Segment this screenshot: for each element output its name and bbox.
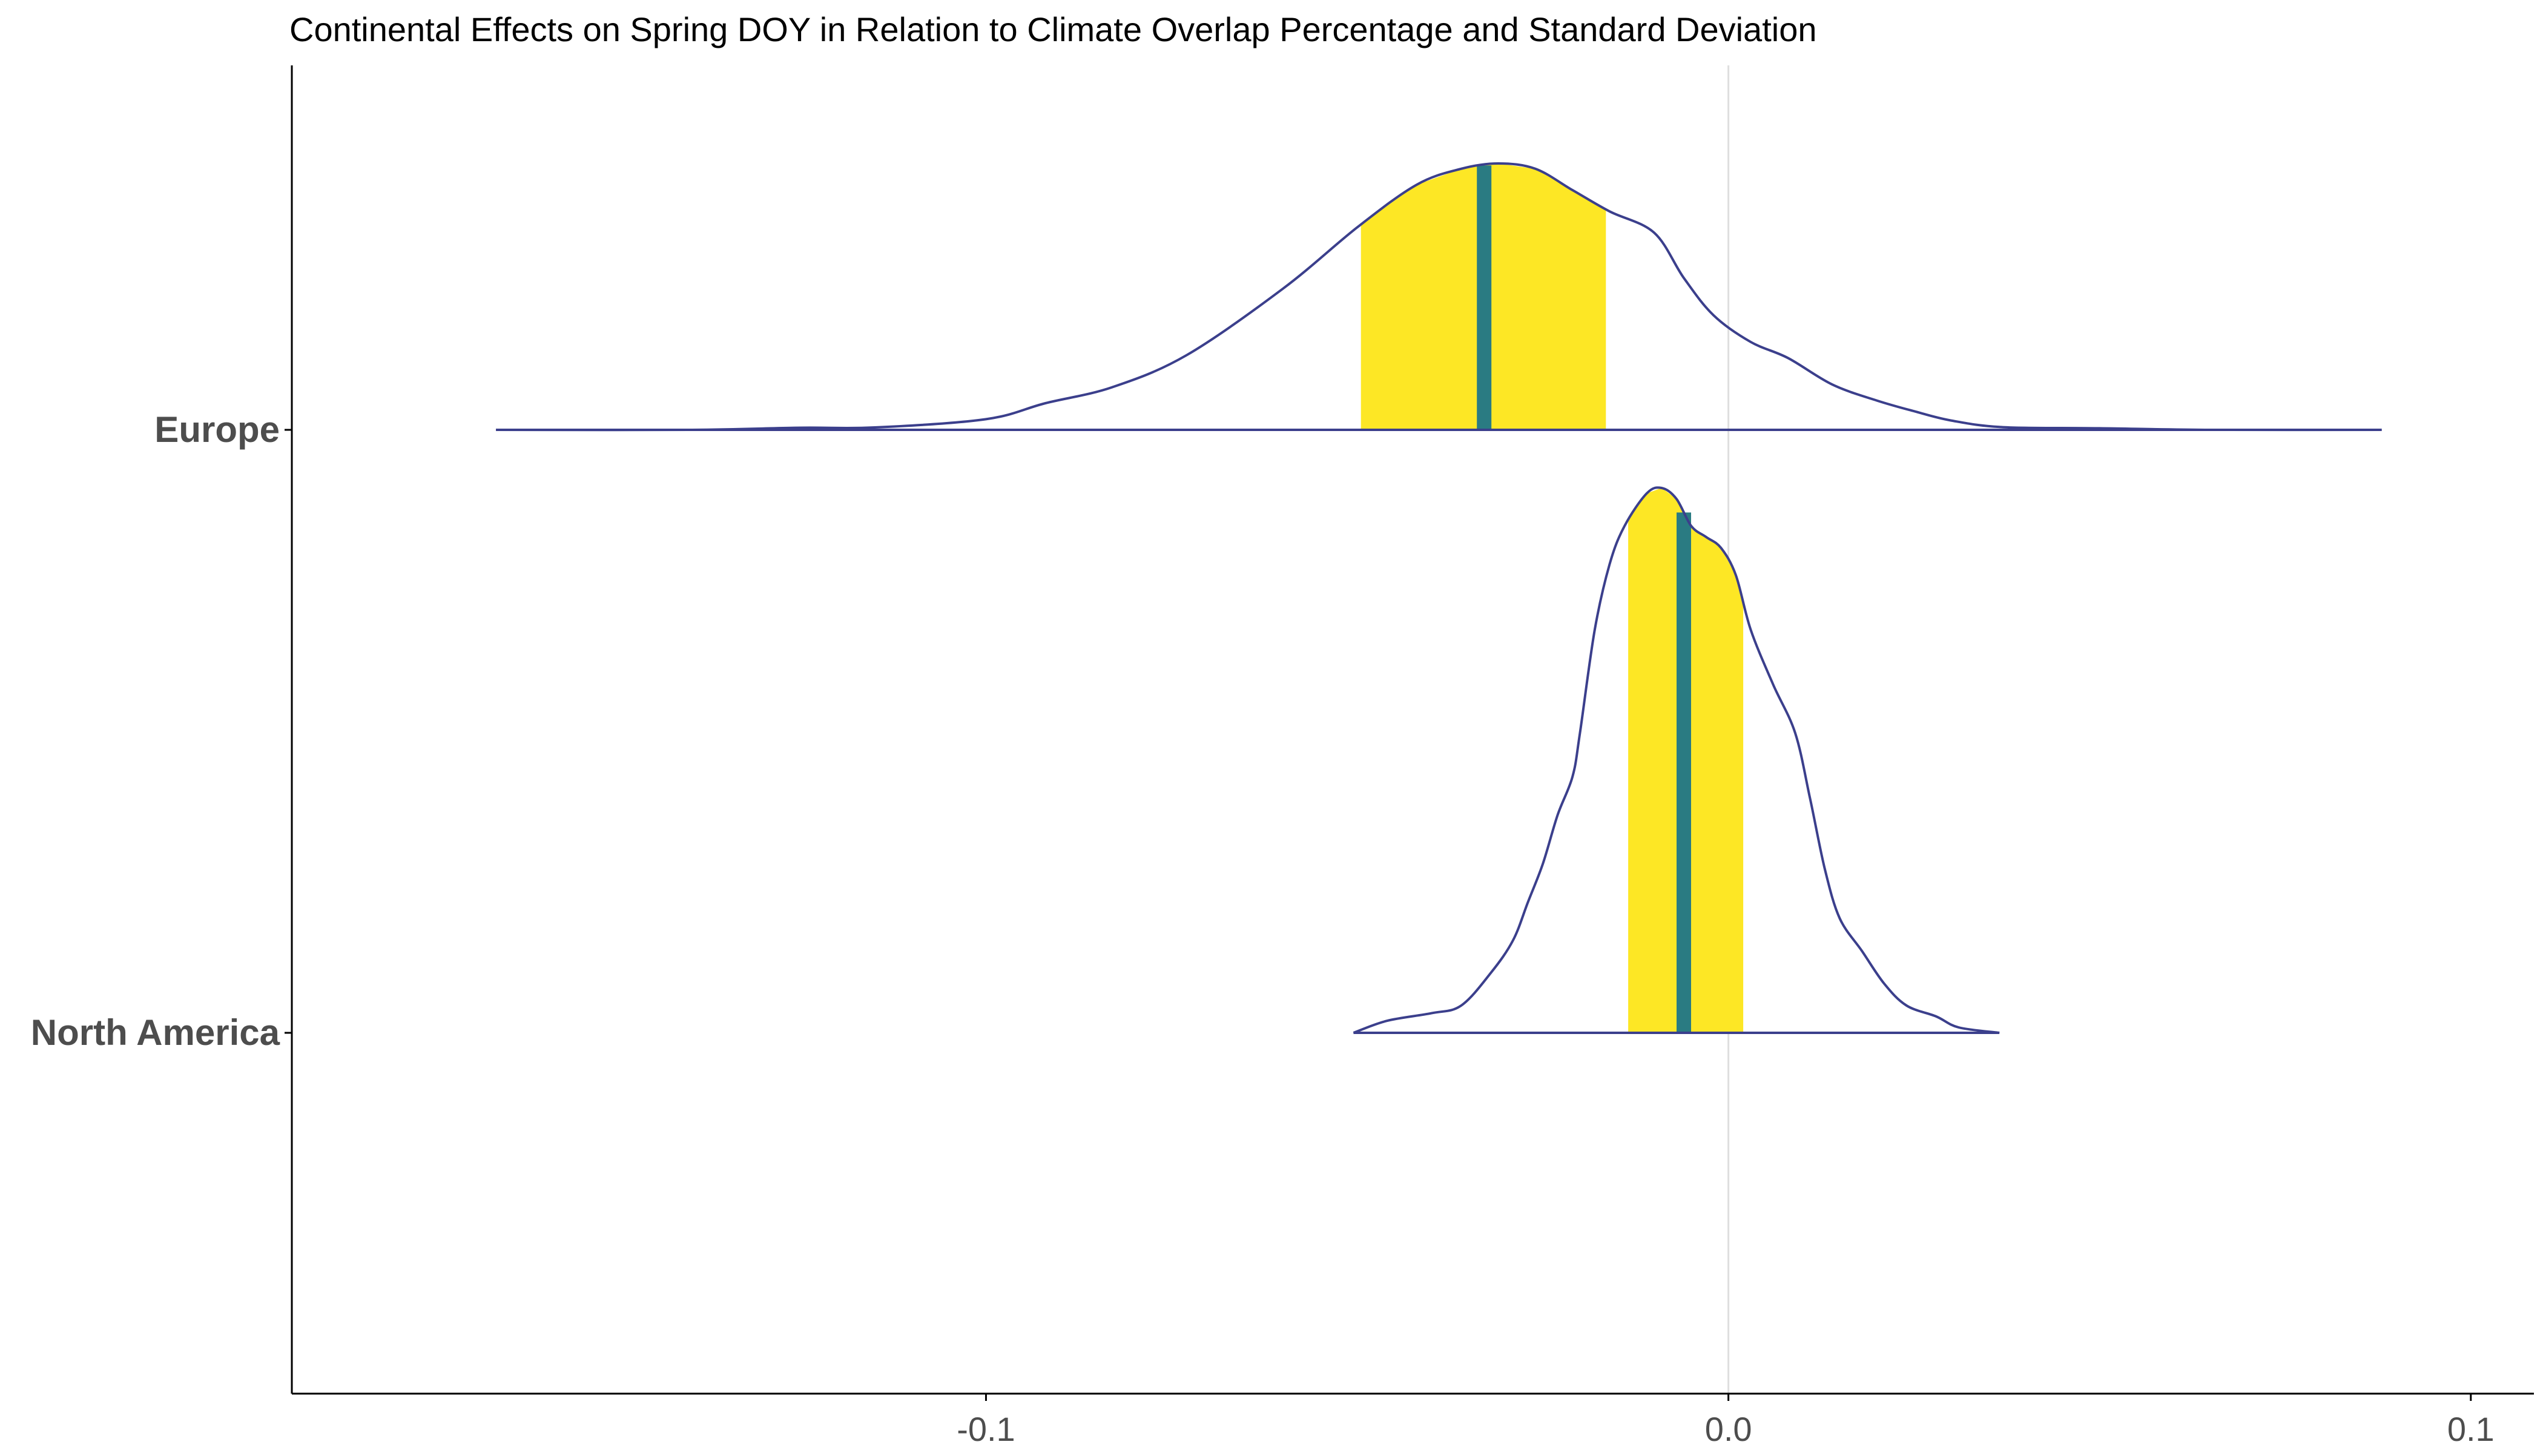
density-curve-europe — [496, 162, 2382, 432]
x-tick-label: -0.1 — [957, 1410, 1015, 1448]
ridge-north-america — [1353, 486, 2000, 1034]
x-axis-ticks: -0.1 0.0 0.1 — [957, 1394, 2495, 1448]
median-line-north-america — [1677, 512, 1691, 1033]
density-curve-north-america — [1353, 486, 2000, 1034]
x-tick-label: 0.1 — [2447, 1410, 2495, 1448]
y-tick-label-north-america: North America — [31, 1012, 280, 1053]
chart-title: Continental Effects on Spring DOY in Rel… — [289, 10, 1817, 48]
ridge-layer — [496, 162, 2382, 1034]
y-tick-label-europe: Europe — [154, 409, 280, 450]
median-line-europe — [1477, 165, 1492, 430]
y-axis-ticks: Europe North America — [31, 409, 292, 1053]
x-tick-label: 0.0 — [1705, 1410, 1752, 1448]
ridge-europe — [496, 162, 2382, 432]
